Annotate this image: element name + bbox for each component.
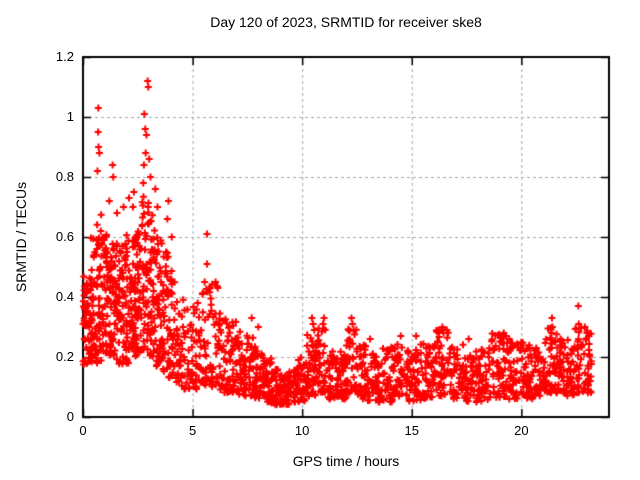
y-tick-label: 0.4 — [55, 289, 74, 304]
y-tick-label: 0.2 — [55, 349, 74, 364]
x-axis-label: GPS time / hours — [292, 453, 400, 469]
y-tick-label: 0.6 — [55, 229, 74, 244]
x-tick-label: 5 — [188, 423, 197, 438]
y-tick-label: 1.2 — [55, 49, 74, 64]
y-tick-label: 0.8 — [55, 169, 74, 184]
y-tick-label: 0 — [66, 409, 74, 424]
x-tick-label: 0 — [79, 423, 87, 438]
x-tick-label: 20 — [514, 423, 529, 438]
x-tick-label: 15 — [404, 423, 419, 438]
y-tick-label: 1 — [66, 109, 74, 124]
chart-title: Day 120 of 2023, SRMTID for receiver ske… — [210, 14, 482, 30]
x-tick-label: 10 — [294, 423, 310, 438]
